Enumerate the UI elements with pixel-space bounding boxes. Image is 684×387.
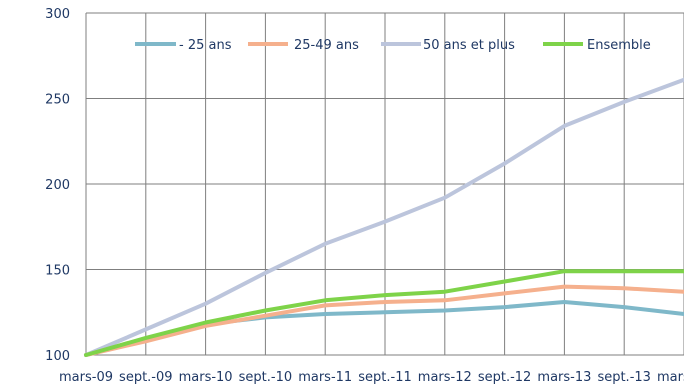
series-line-25-49-ans xyxy=(84,284,684,357)
legend-label: - 25 ans xyxy=(179,38,232,53)
x-tick-label: mars-09 xyxy=(59,370,113,385)
x-axis: mars-09 sept.-09 mars-10 sept.-10 mars-11 sep… xyxy=(59,354,684,385)
chart-legend: - 25 ans 25-49 ans 50 ans et plus Ensemble xyxy=(135,38,651,53)
series-line-50-ans-et-plus xyxy=(84,77,684,357)
series-line-ensemble xyxy=(84,269,684,357)
y-tick-label: 200 xyxy=(45,178,70,193)
x-tick-label: sept.-11 xyxy=(358,370,412,385)
x-tick-label: sept.-09 xyxy=(119,370,173,385)
y-tick-label: 250 xyxy=(45,93,70,108)
x-tick-label: sept.-13 xyxy=(597,370,651,385)
x-tick-label: mars-13 xyxy=(537,370,591,385)
legend-item-25-49-ans: 25-49 ans xyxy=(248,38,359,53)
y-axis: 100 150 200 250 300 xyxy=(45,7,87,364)
legend-item-25-ans: - 25 ans xyxy=(135,38,232,53)
x-tick-label: mars-10 xyxy=(179,370,233,385)
y-tick-label: 100 xyxy=(45,349,70,364)
legend-label: Ensemble xyxy=(587,38,651,53)
x-tick-label: mars-14 xyxy=(657,370,684,385)
chart-series xyxy=(84,77,684,357)
y-tick-label: 150 xyxy=(45,264,70,279)
legend-label: 25-49 ans xyxy=(294,38,359,53)
x-tick-label: mars-12 xyxy=(418,370,472,385)
y-tick-label: 300 xyxy=(45,7,70,22)
legend-item-ensemble: Ensemble xyxy=(543,38,651,53)
legend-label: 50 ans et plus xyxy=(423,38,515,53)
legend-item-50-ans-et-plus: 50 ans et plus xyxy=(381,38,515,53)
x-tick-label: sept.-10 xyxy=(239,370,293,385)
x-tick-label: sept.-12 xyxy=(478,370,532,385)
x-tick-label: mars-11 xyxy=(298,370,352,385)
